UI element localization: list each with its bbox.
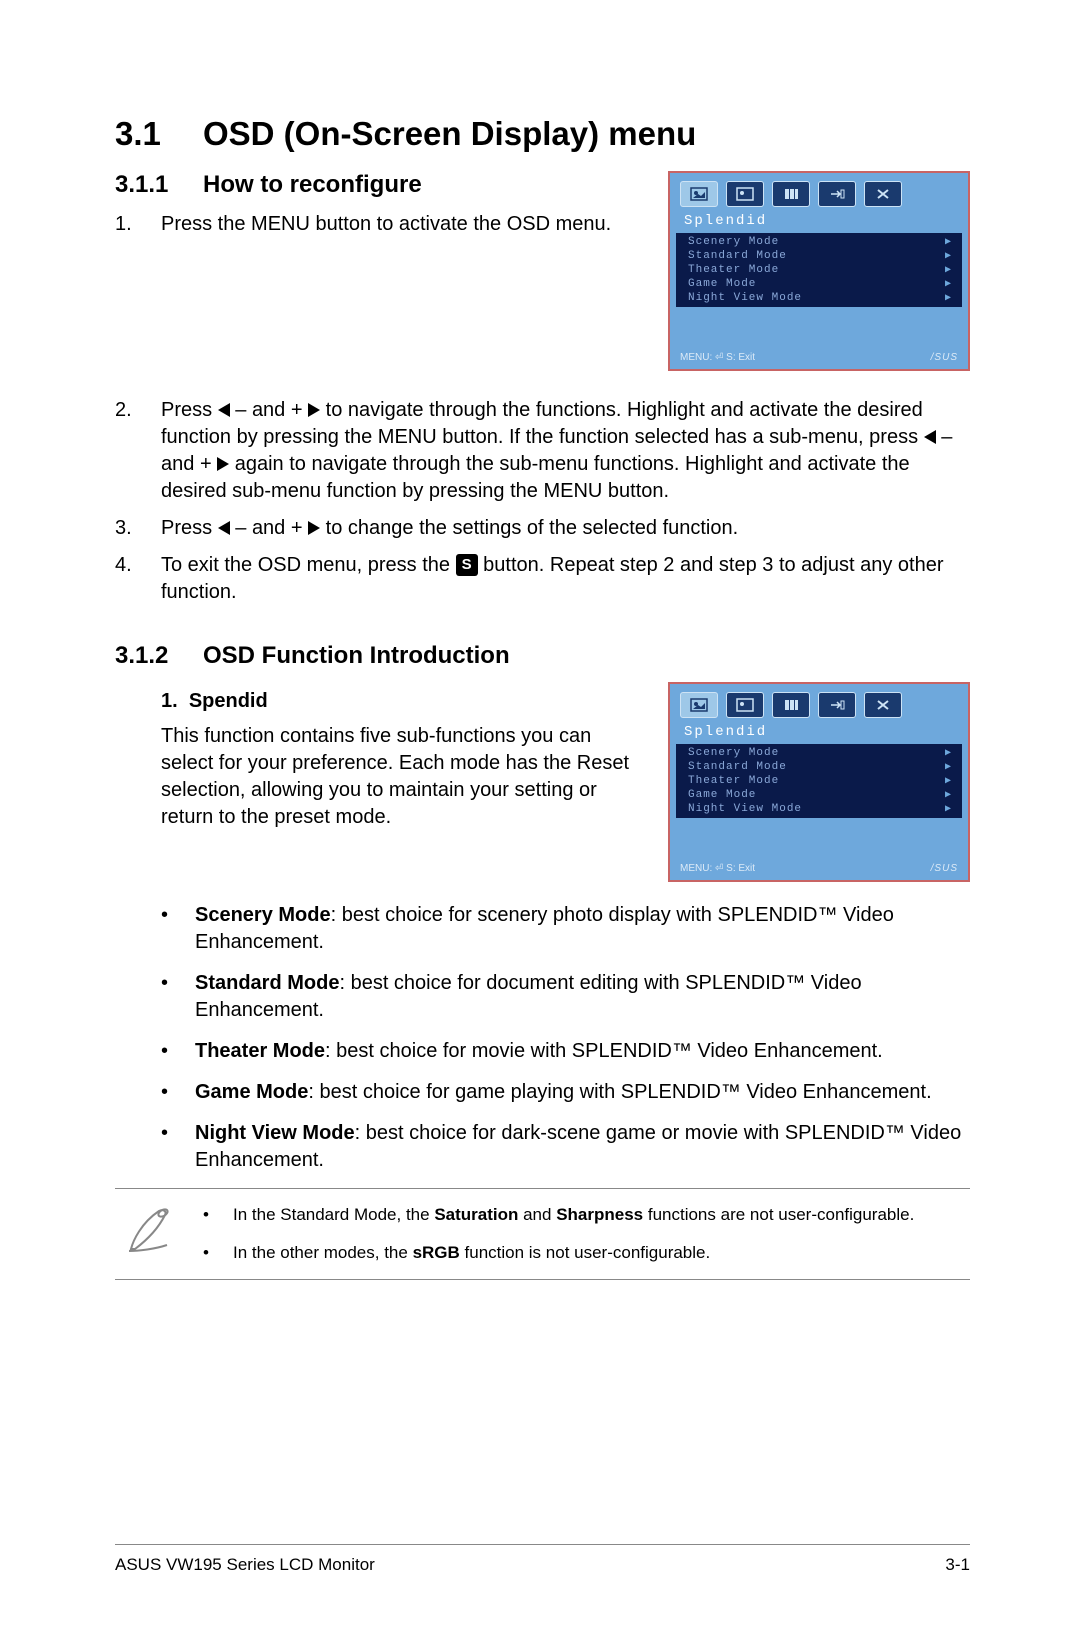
list-item: •Game Mode: best choice for game playing… xyxy=(161,1079,970,1106)
osd-menu: Scenery Mode▶ Standard Mode▶ Theater Mod… xyxy=(676,744,962,818)
osd-tab-image-icon xyxy=(726,181,764,207)
sub-title: How to reconfigure xyxy=(203,171,422,198)
left-arrow-icon xyxy=(218,403,230,417)
osd-item: Theater Mode▶ xyxy=(676,263,962,277)
osd-footer: MENU: ⏎ S: Exit /SUS xyxy=(670,348,968,369)
osd-item: Standard Mode▶ xyxy=(676,760,962,774)
step-3: 3. Press – and + to change the settings … xyxy=(115,515,970,542)
splendid-body: This function contains five sub-function… xyxy=(161,723,640,831)
list-item: •Night View Mode: best choice for dark-s… xyxy=(161,1120,970,1174)
osd-tabs xyxy=(670,684,968,722)
osd-item: Scenery Mode▶ xyxy=(676,235,962,249)
osd-item: Standard Mode▶ xyxy=(676,249,962,263)
osd-screenshot-1: Splendid Scenery Mode▶ Standard Mode▶ Th… xyxy=(668,171,970,371)
right-arrow-icon xyxy=(217,457,229,471)
osd-tab-color-icon xyxy=(772,692,810,718)
osd-tab-input-icon xyxy=(818,181,856,207)
step-1-text: Press the MENU button to activate the OS… xyxy=(161,211,640,238)
sub-num: 3.1.1 xyxy=(115,171,203,199)
footer-left: ASUS VW195 Series LCD Monitor xyxy=(115,1555,375,1575)
left-arrow-icon xyxy=(924,430,936,444)
sec-3-1-2-row: 1. Spendid This function contains five s… xyxy=(115,682,970,882)
note-item: •In the Standard Mode, the Saturation an… xyxy=(203,1203,970,1227)
subheading-3-1-2: 3.1.2OSD Function Introduction xyxy=(115,642,970,670)
osd-screenshot-2: Splendid Scenery Mode▶ Standard Mode▶ Th… xyxy=(668,682,970,882)
heading-num: 3.1 xyxy=(115,115,203,153)
sec-3-1-1-row: 3.1.1How to reconfigure 1. Press the MEN… xyxy=(115,171,970,371)
step-4: 4. To exit the OSD menu, press the S but… xyxy=(115,552,970,606)
osd-footer: MENU: ⏎ S: Exit /SUS xyxy=(670,859,968,880)
osd-tab-image-icon xyxy=(726,692,764,718)
osd-item: Game Mode▶ xyxy=(676,277,962,291)
splendid-title: 1. Spendid xyxy=(161,690,640,713)
list-item: •Theater Mode: best choice for movie wit… xyxy=(161,1038,970,1065)
right-arrow-icon xyxy=(308,521,320,535)
right-arrow-icon xyxy=(308,403,320,417)
osd-tab-splendid-icon xyxy=(680,692,718,718)
osd-menu: Scenery Mode▶ Standard Mode▶ Theater Mod… xyxy=(676,233,962,307)
mode-list: •Scenery Mode: best choice for scenery p… xyxy=(161,902,970,1174)
osd-item: Night View Mode▶ xyxy=(676,802,962,816)
heading-title: OSD (On-Screen Display) menu xyxy=(203,115,696,152)
osd-item: Night View Mode▶ xyxy=(676,291,962,305)
step-1: 1. Press the MENU button to activate the… xyxy=(115,211,640,238)
sub-title: OSD Function Introduction xyxy=(203,642,510,669)
osd-tab-color-icon xyxy=(772,181,810,207)
osd-title: Splendid xyxy=(670,211,968,233)
list-item: •Scenery Mode: best choice for scenery p… xyxy=(161,902,970,956)
section-heading: 3.1OSD (On-Screen Display) menu xyxy=(115,115,970,153)
osd-item: Game Mode▶ xyxy=(676,788,962,802)
osd-tab-input-icon xyxy=(818,692,856,718)
subheading-3-1-1: 3.1.1How to reconfigure xyxy=(115,171,640,199)
osd-item: Theater Mode▶ xyxy=(676,774,962,788)
list-item: •Standard Mode: best choice for document… xyxy=(161,970,970,1024)
sub-num: 3.1.2 xyxy=(115,642,203,670)
step-2: 2. Press – and + to navigate through the… xyxy=(115,397,970,505)
left-arrow-icon xyxy=(218,521,230,535)
osd-item: Scenery Mode▶ xyxy=(676,746,962,760)
note-pen-icon xyxy=(115,1203,183,1264)
osd-tab-exit-icon xyxy=(864,181,902,207)
note-item: •In the other modes, the sRGB function i… xyxy=(203,1241,970,1265)
osd-tab-splendid-icon xyxy=(680,181,718,207)
osd-title: Splendid xyxy=(670,722,968,744)
page-footer: ASUS VW195 Series LCD Monitor 3-1 xyxy=(115,1544,970,1575)
note-box: •In the Standard Mode, the Saturation an… xyxy=(115,1188,970,1280)
osd-tabs xyxy=(670,173,968,211)
osd-tab-exit-icon xyxy=(864,692,902,718)
s-button-icon: S xyxy=(456,554,478,576)
footer-right: 3-1 xyxy=(945,1555,970,1575)
